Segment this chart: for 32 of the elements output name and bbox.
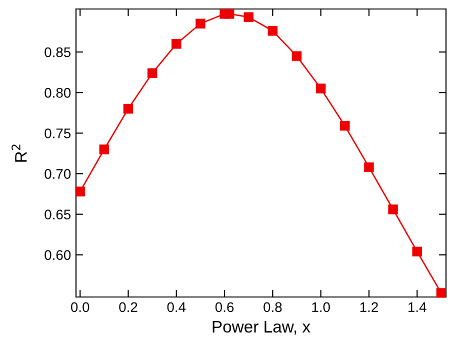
x-tick-label: 0.4: [167, 302, 186, 312]
point: [340, 120, 350, 131]
point: [268, 26, 278, 36]
y-tick-label: 0.75: [44, 128, 71, 138]
point: [99, 144, 110, 154]
point: [436, 288, 446, 298]
point: [316, 84, 326, 94]
x-tick-label: 1.0: [312, 302, 330, 312]
point: [196, 18, 206, 28]
y-tick-label: 0.80: [44, 88, 71, 98]
y-tick-label: 0.70: [44, 169, 71, 179]
point: [388, 204, 398, 214]
point: [224, 9, 234, 19]
x-tick-label: 1.2: [360, 302, 378, 312]
x-tick-label: 1.4: [408, 302, 426, 312]
x-tick-label: 0.2: [119, 302, 138, 312]
x-tick-label: 0.0: [70, 302, 90, 312]
point: [123, 104, 134, 114]
y-tick-label: 0.60: [44, 250, 71, 260]
y-tick-label: 0.85: [44, 47, 71, 58]
x-tick-label: 0.6: [215, 302, 234, 312]
point: [292, 51, 302, 61]
x-axis-title: Power Law, x: [212, 320, 310, 335]
y-tick-label: 0.65: [44, 210, 71, 220]
y-axis-title: R$^{2}$: [12, 144, 27, 162]
point: [75, 186, 85, 196]
point: [412, 246, 422, 256]
point: [244, 12, 254, 22]
point: [172, 39, 182, 49]
x-tick-label: 0.8: [264, 302, 282, 312]
point: [364, 162, 374, 172]
point: [147, 68, 158, 78]
